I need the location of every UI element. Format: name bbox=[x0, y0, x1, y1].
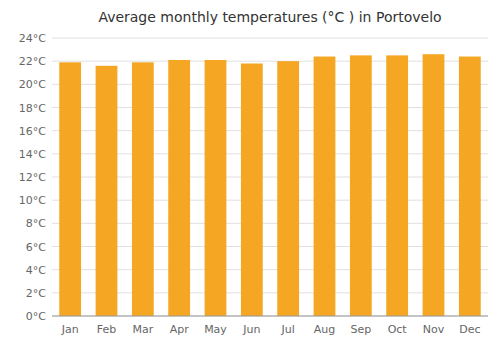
bar bbox=[59, 62, 81, 316]
x-tick-label: Apr bbox=[170, 323, 190, 336]
y-tick-label: 24°C bbox=[19, 32, 46, 45]
x-tick-label: Jan bbox=[61, 323, 79, 336]
x-tick-label: Feb bbox=[97, 323, 116, 336]
bar bbox=[168, 60, 190, 316]
x-tick-label: Aug bbox=[314, 323, 335, 336]
y-tick-label: 10°C bbox=[19, 194, 46, 207]
bar bbox=[350, 55, 372, 316]
x-tick-label: May bbox=[204, 323, 227, 336]
bar bbox=[96, 66, 118, 316]
x-tick-label: Mar bbox=[132, 323, 153, 336]
x-tick-label: Nov bbox=[423, 323, 445, 336]
bar bbox=[277, 61, 299, 316]
bar bbox=[459, 57, 481, 316]
y-tick-label: 0°C bbox=[26, 310, 46, 323]
grid-line bbox=[52, 316, 488, 317]
title: Average monthly temperatures (°C ) in Po… bbox=[98, 9, 441, 25]
y-tick-label: 12°C bbox=[19, 171, 46, 184]
x-tick-label: Oct bbox=[388, 323, 408, 336]
y-tick-label: 2°C bbox=[26, 287, 46, 300]
x-tick-label: Dec bbox=[459, 323, 480, 336]
bar bbox=[386, 55, 408, 316]
chart: Average monthly temperatures (°C ) in Po… bbox=[0, 0, 500, 350]
y-tick-label: 8°C bbox=[26, 217, 46, 230]
y-tick-label: 22°C bbox=[19, 55, 46, 68]
x-tick-label: Jun bbox=[242, 323, 260, 336]
y-tick-label: 18°C bbox=[19, 102, 46, 115]
x-tick-label: Sep bbox=[350, 323, 371, 336]
bar bbox=[423, 54, 445, 316]
bar bbox=[205, 60, 227, 316]
bar bbox=[132, 62, 154, 316]
y-tick-label: 4°C bbox=[26, 264, 46, 277]
x-tick-label: Jul bbox=[281, 323, 295, 336]
y-tick-label: 6°C bbox=[26, 241, 46, 254]
y-tick-label: 14°C bbox=[19, 148, 46, 161]
x-axis: Jan Feb Mar Apr May Jun Jul Aug Sep Oct Nov Dec bbox=[61, 323, 481, 336]
bar bbox=[314, 57, 336, 316]
x-axis-line bbox=[52, 316, 488, 317]
bar bbox=[241, 63, 263, 316]
y-tick-label: 16°C bbox=[19, 125, 46, 138]
bars bbox=[59, 54, 480, 316]
y-axis: 0°C 2°C 4°C 6°C 8°C 10°C 12°C 14°C 16°C 18°C 20°C 2… bbox=[19, 32, 488, 323]
grid-line bbox=[52, 38, 488, 39]
y-tick-label: 20°C bbox=[19, 78, 46, 91]
